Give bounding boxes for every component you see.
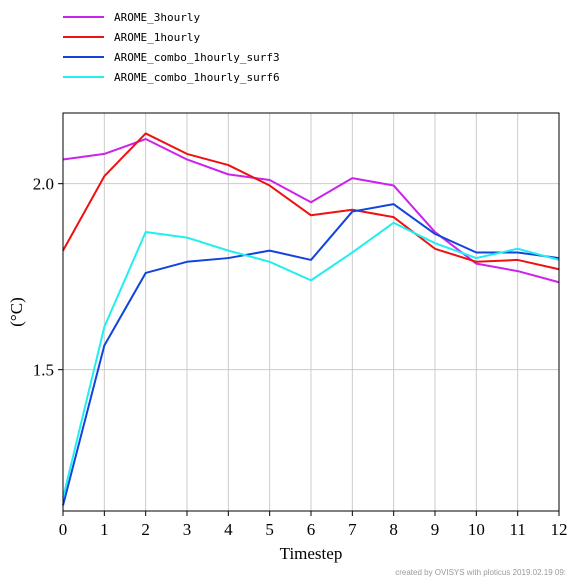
x-tick-label: 9 <box>431 520 440 539</box>
y-axis-title: (°C) <box>7 297 26 326</box>
legend-label: AROME_3hourly <box>114 11 200 24</box>
legend-label: AROME_1hourly <box>114 31 200 44</box>
series-line-AROME_combo_1hourly_surf3 <box>62 203 560 506</box>
legend-item: AROME_1hourly <box>63 31 200 44</box>
x-tick-label: 2 <box>141 520 150 539</box>
x-tick-label: 12 <box>551 520 567 539</box>
grid-lines <box>62 113 560 511</box>
y-tick-label: 2.0 <box>33 175 54 194</box>
legend-item: AROME_combo_1hourly_surf6 <box>63 71 280 84</box>
x-tick-label: 11 <box>509 520 525 539</box>
x-tick-label: 5 <box>265 520 274 539</box>
x-axis-title: Timestep <box>280 544 343 563</box>
x-tick-label: 10 <box>468 520 485 539</box>
legend-item: AROME_combo_1hourly_surf3 <box>63 51 280 64</box>
legend-item: AROME_3hourly <box>63 11 200 24</box>
x-tick-label: 6 <box>307 520 316 539</box>
y-tick-label: 1.5 <box>33 361 54 380</box>
x-tick-label: 3 <box>183 520 192 539</box>
x-tick-label: 0 <box>59 520 68 539</box>
x-tick-label: 4 <box>224 520 233 539</box>
legend-label: AROME_combo_1hourly_surf6 <box>114 71 280 84</box>
x-tick-label: 7 <box>348 520 357 539</box>
series-line-AROME_1hourly <box>62 132 560 271</box>
x-tick-label: 8 <box>389 520 398 539</box>
series-line-AROME_combo_1hourly_surf6 <box>62 221 560 499</box>
legend-label: AROME_combo_1hourly_surf3 <box>114 51 280 64</box>
y-axis-ticks: 1.5 2.0 <box>33 175 63 380</box>
credit-text: created by OVISYS with ploticus 2019.02.… <box>395 568 566 577</box>
series-lines <box>62 132 560 506</box>
x-tick-label: 1 <box>100 520 109 539</box>
x-axis-ticks: 0 1 2 3 4 5 6 7 8 9 10 11 12 <box>59 511 567 539</box>
legend: AROME_3hourly AROME_1hourly AROME_combo_1h… <box>63 11 280 84</box>
series-line-AROME_3hourly <box>62 138 560 284</box>
